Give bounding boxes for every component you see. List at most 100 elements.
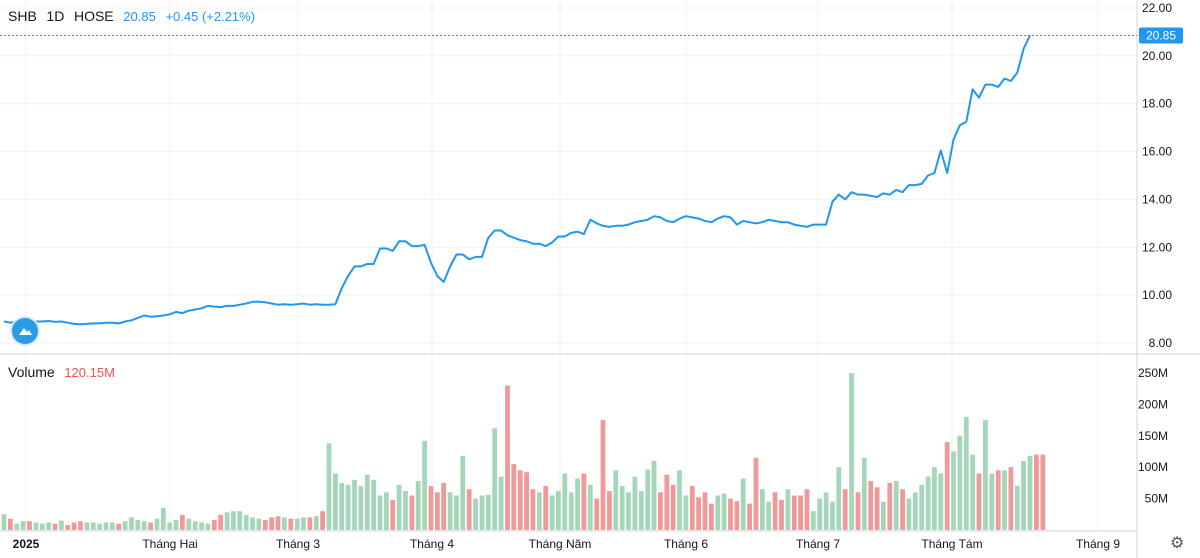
volume-bar: [8, 518, 13, 530]
volume-bar: [211, 520, 217, 530]
volume-bar: [632, 476, 638, 530]
exchange-label: HOSE: [73, 8, 114, 24]
volume-bar: [129, 517, 134, 530]
volume-bar: [728, 498, 733, 530]
volume-tick-label: 200M: [1138, 397, 1168, 411]
volume-bar: [371, 479, 376, 530]
volume-bar: [492, 428, 498, 530]
volume-bar: [447, 492, 453, 530]
volume-bar: [1002, 470, 1007, 530]
volume-bar: [326, 443, 332, 530]
volume-bar: [970, 454, 976, 530]
volume-bar: [511, 464, 517, 530]
volume-bar: [65, 525, 71, 530]
volume-bar: [938, 473, 944, 530]
symbol-label[interactable]: SHB: [8, 8, 37, 24]
volume-bar: [626, 492, 631, 530]
volume-bar: [473, 498, 478, 530]
volume-bar: [479, 495, 485, 530]
volume-bar: [823, 492, 829, 530]
volume-bar: [613, 470, 619, 530]
volume-bar: [116, 523, 122, 530]
volume-bar: [536, 492, 542, 530]
volume-bar: [231, 511, 236, 530]
volume-bar: [689, 486, 695, 530]
volume-bar: [658, 492, 663, 530]
volume-bar: [377, 495, 383, 530]
volume-bar: [358, 486, 364, 530]
volume-bar: [760, 489, 765, 530]
volume-bar: [352, 479, 357, 530]
volume-bar: [989, 473, 995, 530]
volume-bar: [339, 482, 345, 530]
time-tick-label: Tháng Năm: [529, 537, 592, 551]
volume-bar: [466, 489, 472, 530]
volume-bar: [912, 492, 918, 530]
volume-bar: [173, 520, 179, 530]
interval-label[interactable]: 1D: [46, 8, 65, 24]
volume-bar: [199, 522, 204, 530]
volume-bar: [925, 476, 931, 530]
volume-bar: [148, 522, 153, 530]
time-tick-label: Tháng 9: [1076, 537, 1120, 551]
volume-bar: [46, 522, 51, 530]
volume-bar: [817, 498, 823, 530]
volume-bar: [160, 508, 166, 530]
tradingview-cloud-icon[interactable]: [12, 318, 38, 344]
volume-bar: [638, 491, 644, 530]
volume-title: Volume: [8, 364, 55, 380]
volume-bar: [282, 517, 287, 530]
volume-bar: [422, 440, 427, 530]
volume-bar: [396, 484, 402, 530]
volume-bar: [715, 495, 721, 530]
volume-bar: [269, 517, 275, 530]
volume-bar: [313, 516, 319, 530]
volume-bar: [849, 373, 854, 530]
time-tick-label: Tháng Hai: [142, 537, 197, 551]
price-axis: 8.00 10.00 12.00 14.00 16.00 18.00 20.00 22.00: [1142, 1, 1172, 350]
volume-bar: [1040, 454, 1046, 530]
volume-bar: [205, 523, 211, 530]
volume-bar: [791, 495, 797, 530]
volume-bar: [651, 460, 657, 530]
volume-bar: [403, 491, 408, 530]
volume-bar: [830, 501, 835, 530]
volume-bar: [384, 492, 389, 530]
volume-bar: [294, 518, 300, 530]
volume-bar: [740, 478, 746, 530]
volume-bar: [963, 417, 969, 530]
volume-bar: [1014, 486, 1020, 530]
volume-tick-label: 50M: [1145, 492, 1168, 506]
price-tick-label: 22.00: [1142, 1, 1172, 15]
volume-bar: [154, 518, 160, 530]
volume-bar: [1008, 467, 1014, 530]
volume-bar: [709, 503, 714, 530]
volume-bar: [568, 492, 574, 530]
last-price-value: 20.85: [123, 9, 156, 24]
volume-bar: [333, 473, 338, 530]
volume-bar: [237, 511, 243, 530]
volume-bar: [957, 435, 963, 530]
volume-bar: [103, 522, 109, 530]
volume-tick-label: 150M: [1138, 429, 1168, 443]
price-tick-label: 8.00: [1149, 336, 1173, 350]
volume-bar: [664, 474, 670, 530]
volume-bar: [415, 481, 421, 530]
last-price-tag: 20.85: [1139, 27, 1183, 44]
volume-bar: [861, 457, 867, 530]
gear-icon[interactable]: ⚙: [1170, 535, 1185, 552]
time-tick-label: Tháng 4: [410, 537, 454, 551]
volume-bar: [893, 481, 899, 530]
price-tick-label: 16.00: [1142, 145, 1172, 159]
volume-bar: [84, 522, 90, 530]
volume-bar: [97, 523, 102, 530]
volume-legend: Volume 120.15M: [8, 364, 121, 380]
volume-bar: [587, 484, 593, 530]
volume-bars: [1, 373, 1046, 530]
volume-bar: [59, 520, 64, 530]
price-change-value: +0.45 (+2.21%): [165, 9, 256, 24]
volume-bar: [855, 492, 861, 530]
price-legend: SHB 1D HOSE 20.85 +0.45 (+2.21%): [8, 8, 261, 24]
volume-tick-label: 250M: [1138, 366, 1168, 380]
